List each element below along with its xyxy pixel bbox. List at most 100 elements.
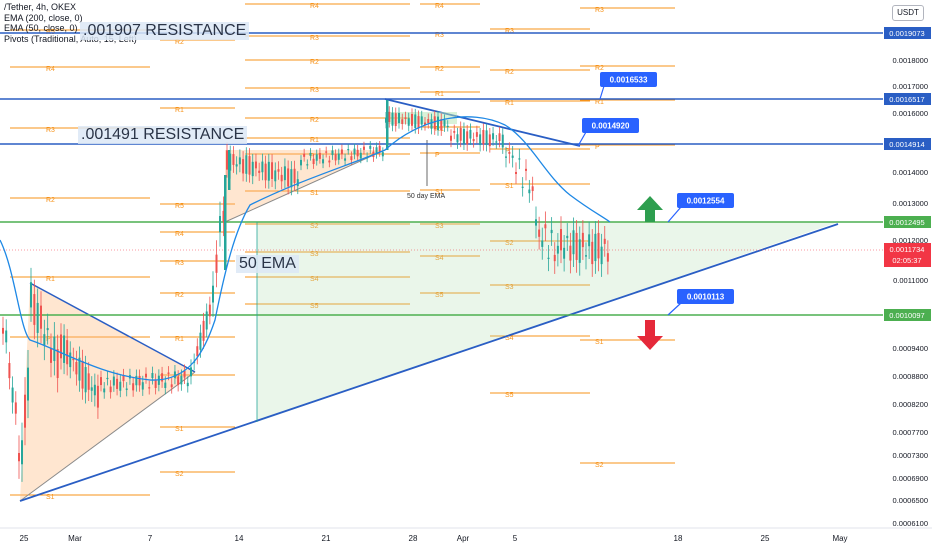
candle-body: [340, 149, 343, 155]
candle-body: [271, 162, 274, 180]
candle-body: [254, 161, 257, 169]
candle-body: [215, 254, 218, 273]
chart-legend: /Tether, 4h, OKEX EMA (200, close, 0) EM…: [4, 2, 137, 44]
current-price-tag: [884, 243, 931, 267]
candle-body: [553, 254, 556, 262]
candle-body: [287, 168, 290, 187]
candle-body: [119, 381, 122, 391]
level-price-text: 0.0012495: [889, 218, 924, 227]
candle-body: [453, 131, 456, 133]
candle-body: [109, 386, 112, 393]
legend-symbol[interactable]: /Tether, 4h, OKEX: [4, 2, 77, 12]
level-price-tag: [884, 216, 931, 228]
candle-body: [560, 229, 562, 251]
candle-body: [90, 387, 93, 391]
candle-body: [581, 232, 584, 248]
candle-body: [414, 114, 417, 128]
pivot-label: R3: [505, 28, 514, 35]
pivot-label: P: [435, 152, 440, 159]
level-price-tag: [884, 138, 931, 150]
candle-body: [528, 189, 531, 194]
candle-body: [238, 157, 241, 165]
pivot-label: R4: [46, 66, 55, 73]
candle-body: [145, 373, 147, 378]
candle-body: [563, 247, 566, 259]
resistance-mid-label: .001491 RESISTANCE: [78, 126, 248, 144]
legend-ema200[interactable]: EMA (200, close, 0): [4, 12, 83, 23]
pivot-label: R2: [310, 59, 319, 66]
pivot-label: R1: [505, 100, 514, 107]
candle-body: [446, 125, 449, 128]
candle-body: [122, 375, 125, 382]
price-tick-label: 0.0011000: [893, 276, 928, 285]
candle-body: [398, 113, 400, 123]
candle-body: [334, 154, 337, 161]
candle-body: [430, 119, 433, 129]
price-tick-label: 0.0006100: [893, 519, 928, 528]
candle-body: [81, 360, 84, 389]
candle-body: [541, 240, 544, 247]
candle-body: [325, 151, 328, 153]
callouts: 0.0016533 0.0014920 0.0012554 0.0010113: [577, 72, 734, 316]
level-price-tag: [884, 27, 931, 39]
candle-body: [224, 175, 227, 270]
pivot-label: S2: [175, 471, 184, 478]
candle-body: [547, 257, 550, 259]
price-tick-label: 0.0006500: [893, 496, 928, 505]
ema50-line: [0, 116, 611, 381]
pivot-label: R2: [310, 117, 319, 124]
candle-body: [462, 128, 465, 144]
candle-body: [411, 114, 413, 126]
candle-body: [391, 112, 394, 126]
candle-body: [344, 158, 347, 161]
legend-ema50[interactable]: EMA (50, close, 0): [4, 23, 78, 33]
pivot-label: R4: [310, 3, 319, 10]
candle-body: [14, 402, 17, 414]
pivot-label: P: [505, 148, 510, 155]
candle-body: [164, 382, 167, 388]
candle-body: [251, 161, 254, 177]
currency-button[interactable]: USDT: [892, 5, 924, 21]
pivot-label: R5: [175, 203, 184, 210]
candle-body: [538, 229, 541, 237]
candle-body: [248, 156, 251, 175]
candle-body: [424, 122, 426, 126]
candle-body: [96, 385, 99, 408]
candle-body: [43, 334, 46, 346]
price-tick-label: 0.0007300: [893, 451, 928, 460]
price-tick-label: 0.0013000: [893, 199, 928, 208]
price-tick-label: 0.0017000: [893, 82, 928, 91]
time-tick-label: Mar: [68, 534, 82, 543]
candle-body: [60, 334, 62, 359]
legend-pivots[interactable]: Pivots (Traditional, Auto, 15, Left): [4, 33, 137, 44]
candle-body: [151, 373, 154, 379]
pivot-label: R1: [595, 99, 604, 106]
candle-body: [100, 377, 102, 386]
callout-box: [600, 72, 657, 87]
candle-body: [242, 159, 245, 174]
time-axis: 25 Mar 7 14 21 28 Apr 5 18 25 May: [0, 222, 932, 543]
candle-body: [173, 371, 176, 378]
candle-body: [347, 149, 350, 151]
ema-lines: [0, 116, 611, 381]
candle-body: [501, 134, 504, 148]
candle-body: [69, 352, 72, 368]
candle-body: [404, 117, 407, 119]
candle-body: [525, 168, 527, 171]
candle-body: [135, 375, 138, 386]
candle-body: [177, 376, 180, 386]
pivot-label: P: [310, 153, 315, 160]
candle-body: [585, 255, 587, 257]
candle-body: [11, 387, 14, 403]
candle-body: [148, 387, 151, 389]
triangle-left-bottom: [19, 371, 196, 502]
candle-body: [381, 152, 384, 157]
candle-body: [24, 394, 26, 428]
pivot-label: P: [595, 144, 600, 151]
candle-body: [315, 154, 318, 161]
candle-body: [521, 186, 524, 188]
candle-body: [485, 130, 488, 146]
candle-body: [508, 151, 511, 154]
pivot-label: R1: [175, 107, 184, 114]
